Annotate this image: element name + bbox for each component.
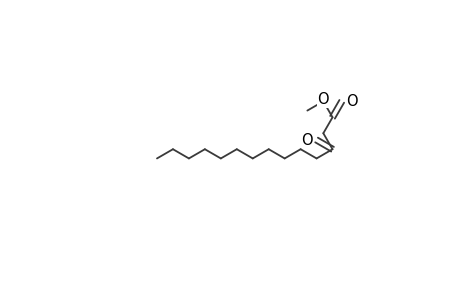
- Text: O: O: [301, 133, 312, 148]
- Text: O: O: [346, 94, 357, 109]
- Text: O: O: [317, 92, 329, 107]
